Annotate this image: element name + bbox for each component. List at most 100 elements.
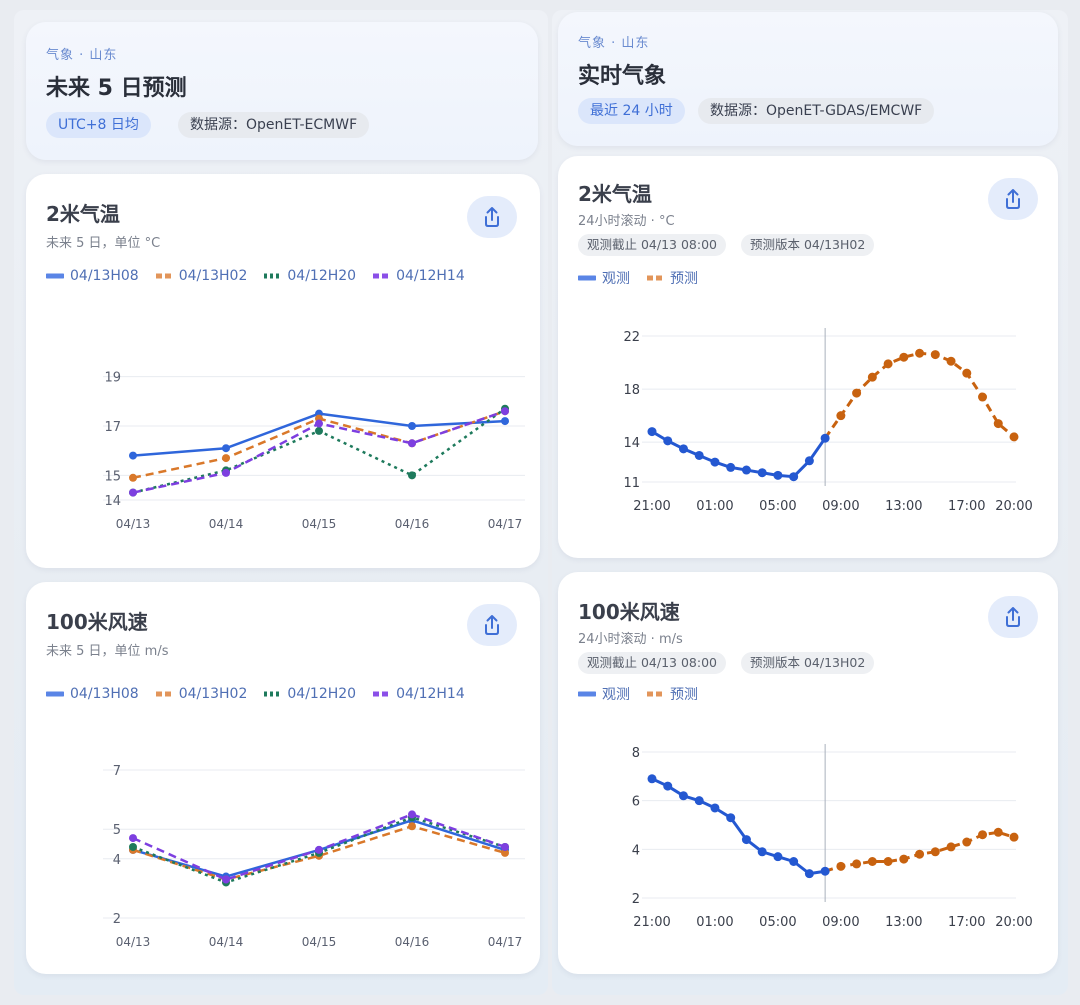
x-tick-label: 13:00 [885, 499, 922, 514]
observed-point [773, 852, 783, 862]
legend-item[interactable]: 预测 [646, 268, 698, 288]
chart-legend: 04/13H08 04/13H02 04/12H20 04/12H14 [46, 686, 465, 702]
legend-item[interactable]: 04/13H08 [46, 686, 139, 702]
temperature-realtime-chart: 11 14 18 22 21:00 01:00 05:00 09:00 13:00 17:00 20… [623, 328, 1033, 514]
x-tick-label: 21:00 [633, 915, 670, 930]
observed-point [804, 456, 814, 466]
x-tick-label: 04/17 [488, 517, 523, 531]
legend-item[interactable]: 04/12H14 [372, 686, 465, 702]
data-point [315, 426, 323, 435]
x-tick-label: 05:00 [759, 915, 796, 930]
data-point [408, 822, 416, 831]
legend-item[interactable]: 04/13H02 [155, 686, 247, 702]
source-pill: 数据源：OpenET-GDAS/EMCWF [698, 98, 935, 124]
forecast-point [930, 847, 940, 857]
legend-item[interactable]: 04/12H14 [372, 268, 465, 284]
share-icon [1006, 189, 1020, 209]
header-eyebrow: 气象 · 山东 [578, 36, 650, 51]
forecast-point [946, 356, 956, 366]
data-point [408, 422, 416, 430]
page-title: 未来 5 日预测 [46, 76, 187, 101]
observed-point [726, 462, 736, 472]
x-tick-label: 13:00 [885, 915, 922, 930]
observed-point [757, 847, 767, 857]
forecast-point [867, 857, 877, 866]
observed-point [820, 866, 830, 876]
observed-point [694, 450, 704, 460]
card-title: 2米气温 [578, 182, 652, 206]
chart-legend: 观测 预测 [578, 684, 698, 704]
observed-point [710, 803, 720, 813]
forecast-version-tag: 预测版本 04/13H02 [741, 234, 875, 256]
x-tick-label: 04/16 [395, 935, 430, 949]
forecast-point [899, 352, 909, 362]
observed-point [663, 781, 673, 791]
page-title: 实时气象 [578, 64, 667, 89]
y-tick-label: 15 [104, 469, 121, 484]
share-button[interactable] [467, 196, 517, 238]
forecast-point [1009, 832, 1019, 842]
data-point [501, 848, 509, 857]
y-tick-label: 2 [632, 892, 640, 907]
legend-label: 04/13H02 [178, 268, 248, 284]
legend-item[interactable]: 观测 [578, 268, 630, 288]
legend-item[interactable]: 04/12H20 [263, 268, 356, 284]
observed-point [804, 869, 814, 879]
legend-label: 观测 [602, 271, 630, 287]
share-icon [1006, 607, 1020, 627]
card-subtitle: 24小时滚动 · °C [578, 214, 675, 229]
x-tick-label: 04/17 [488, 935, 523, 949]
temperature-forecast-chart: 14 15 17 19 04/13 04/14 04/15 04/16 04/17 [103, 371, 525, 531]
observed-point [647, 774, 657, 784]
forecast-point [993, 827, 1003, 837]
data-point [129, 451, 137, 460]
x-tick-label: 01:00 [696, 915, 733, 930]
x-tick-label: 04/15 [302, 517, 337, 531]
legend-label: 04/12H20 [287, 686, 357, 702]
legend-item[interactable]: 04/12H20 [263, 686, 356, 702]
forecast-point [993, 419, 1003, 429]
data-point [408, 810, 416, 819]
data-point [129, 842, 137, 851]
observed-point [741, 835, 751, 845]
y-tick-label: 7 [113, 764, 121, 779]
data-point [501, 842, 509, 851]
observed-point [663, 436, 673, 446]
y-tick-label: 6 [632, 795, 640, 810]
observed-line [651, 777, 826, 876]
observed-point [726, 813, 736, 823]
x-tick-label: 17:00 [948, 499, 985, 514]
card-subtitle: 24小时滚动 · m/s [578, 632, 683, 647]
observed-point [757, 468, 767, 478]
legend-item[interactable]: 04/13H08 [46, 268, 139, 284]
observed-point [678, 791, 688, 801]
series-line [132, 824, 506, 881]
data-point [129, 488, 137, 497]
legend-label: 04/13H08 [70, 268, 139, 284]
legend-label: 04/12H14 [396, 686, 465, 702]
data-point [315, 419, 323, 428]
temperature-forecast-card: 2米气温 未来 5 日，单位 °C 04/13H08 04/13H02 04/1… [26, 174, 540, 568]
card-title: 100米风速 [46, 610, 148, 634]
x-tick-label: 04/14 [209, 935, 244, 949]
card-title: 2米气温 [46, 202, 120, 226]
x-tick-label: 04/14 [209, 517, 244, 531]
share-button[interactable] [988, 178, 1038, 220]
legend-item[interactable]: 观测 [578, 684, 630, 704]
data-point [408, 439, 416, 448]
wind-realtime-card: 100米风速 24小时滚动 · m/s 观测截止 04/13 08:00 预测版… [558, 572, 1058, 974]
forecast-point [836, 411, 846, 421]
chart-legend: 04/13H08 04/13H02 04/12H20 04/12H14 [46, 268, 465, 284]
legend-label: 04/12H20 [287, 268, 357, 284]
data-point [501, 407, 509, 416]
legend-label: 观测 [602, 687, 630, 703]
range-pill: 最近 24 小时 [578, 98, 685, 124]
share-button[interactable] [988, 596, 1038, 638]
y-tick-label: 4 [632, 843, 640, 858]
legend-item[interactable]: 预测 [646, 684, 698, 704]
header-eyebrow: 气象 · 山东 [46, 48, 118, 63]
x-tick-label: 01:00 [696, 499, 733, 514]
share-button[interactable] [467, 604, 517, 646]
observed-point [694, 796, 704, 806]
legend-item[interactable]: 04/13H02 [155, 268, 248, 284]
